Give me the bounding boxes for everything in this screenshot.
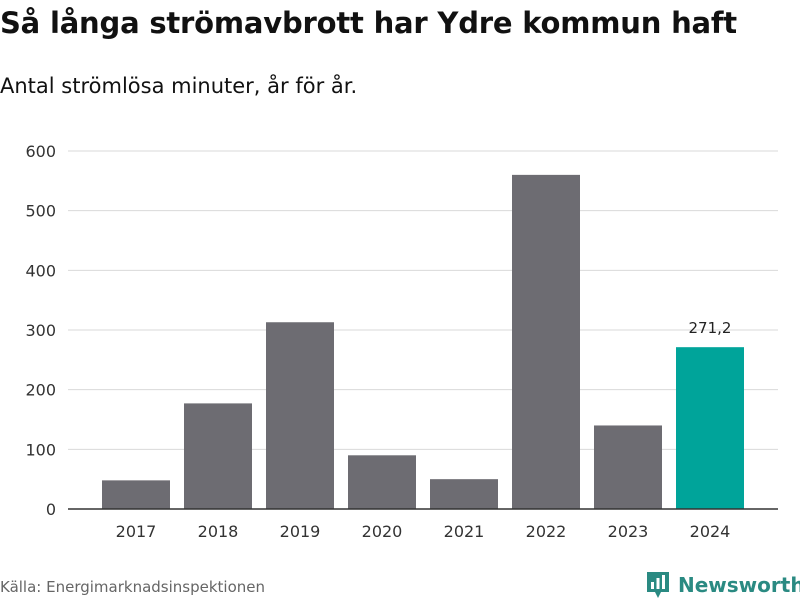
chart-subtitle: Antal strömlösa minuter, år för år. <box>0 74 358 98</box>
y-tick-label: 300 <box>25 321 56 340</box>
bar <box>266 322 334 509</box>
bar <box>348 455 416 509</box>
bar <box>512 174 580 509</box>
x-tick-label: 2021 <box>444 522 485 541</box>
brand-name: Newsworthy <box>678 573 800 597</box>
y-tick-label: 100 <box>25 440 56 459</box>
y-tick-label: 200 <box>25 381 56 400</box>
bar <box>594 425 662 509</box>
x-tick-label: 2020 <box>362 522 403 541</box>
bar <box>676 347 744 509</box>
x-tick-label: 2018 <box>198 522 239 541</box>
bar <box>430 479 498 509</box>
x-tick-label: 2017 <box>116 522 157 541</box>
x-tick-label: 2022 <box>526 522 567 541</box>
y-tick-label: 600 <box>25 142 56 161</box>
x-tick-label: 2024 <box>690 522 731 541</box>
newsworthy-logo-icon <box>647 572 669 598</box>
brand: Newsworthy <box>645 570 800 600</box>
data-label: 271,2 <box>689 319 732 337</box>
chart-title: Så långa strömavbrott har Ydre kommun ha… <box>0 6 737 40</box>
y-tick-label: 500 <box>25 202 56 221</box>
y-tick-label: 400 <box>25 261 56 280</box>
y-tick-label: 0 <box>46 500 56 519</box>
x-tick-label: 2023 <box>608 522 649 541</box>
x-tick-label: 2019 <box>280 522 321 541</box>
bar <box>102 480 170 509</box>
source-note: Källa: Energimarknadsinspektionen <box>0 578 266 596</box>
bar <box>184 403 252 509</box>
